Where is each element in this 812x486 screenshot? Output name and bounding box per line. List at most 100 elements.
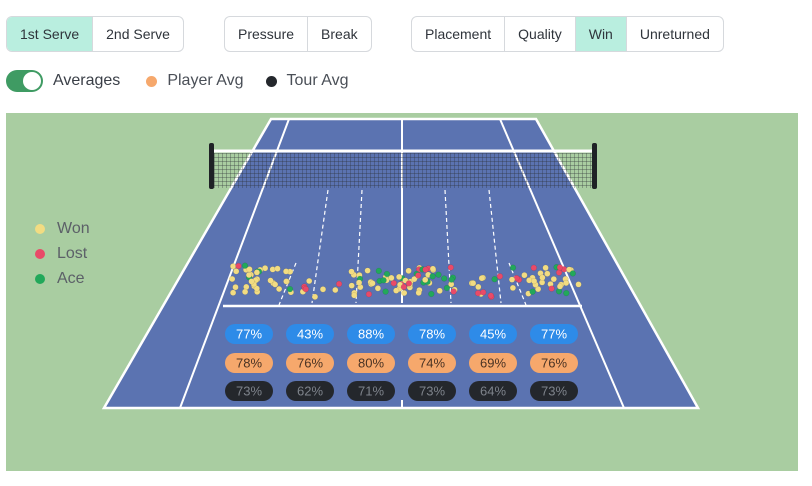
court-view: 77% 78% 73% 43% 76% 62% 88% 80% 71% 78% 74% 73% 45% 6… (6, 113, 798, 471)
shot-ace (429, 273, 436, 280)
zone-win-badge (469, 324, 517, 344)
zone-win-badge (530, 324, 578, 344)
zone-tour-avg-badge (530, 381, 578, 401)
shot-won (232, 284, 239, 291)
lost-dot (35, 249, 45, 259)
zone-player-avg-badge (530, 353, 578, 373)
shot-won (364, 267, 371, 274)
zone-win-value: 45% (480, 327, 506, 342)
zone-tour-avg-value: 64% (480, 384, 506, 399)
shot-ace (435, 271, 442, 278)
tab-win[interactable]: Win (575, 17, 627, 51)
zone-tour-avg-badge (286, 381, 334, 401)
shot-markers (229, 262, 582, 300)
shot-lost (487, 292, 494, 299)
zone-win-value: 77% (236, 327, 262, 342)
shot-won (229, 263, 237, 270)
zone-tour-avg-badge (469, 381, 517, 401)
shot-ace (382, 288, 389, 295)
net-post-right (592, 143, 597, 189)
shot-won (248, 278, 255, 285)
shot-lost (555, 269, 563, 276)
averages-label: Averages (53, 72, 121, 89)
tennis-net (212, 153, 594, 188)
lost-label: Lost (57, 245, 88, 262)
shot-won (253, 269, 261, 276)
shot-ace (428, 290, 435, 298)
shot-won (355, 279, 363, 286)
tab-break[interactable]: Break (321, 26, 358, 42)
shot-won (283, 278, 290, 285)
shot-won (267, 277, 274, 284)
player-avg-dot (146, 75, 158, 87)
legend-ace: Ace (35, 270, 85, 288)
shot-won (436, 287, 443, 294)
shot-ace (569, 270, 576, 277)
shot-lost (390, 279, 397, 287)
shot-lost (235, 262, 242, 270)
won-label: Won (57, 220, 90, 237)
tab-2nd-serve[interactable]: 2nd Serve (106, 26, 170, 42)
shot-won (575, 281, 582, 288)
shot-won (271, 281, 279, 288)
metric-selector: Placement Quality Win Unreturned (411, 16, 724, 52)
shot-ace (241, 262, 249, 269)
zone-tour-avg-badge (225, 381, 273, 401)
shot-lost (415, 272, 422, 279)
situation-selector: Pressure Break (224, 16, 372, 52)
shot-won (229, 275, 236, 283)
zone-stats: 77% 78% 73% 43% 76% 62% 88% 80% 71% 78% 74% 73% 45% 6… (225, 324, 578, 401)
shot-won (469, 280, 477, 287)
shot-ace (443, 284, 451, 292)
zone-win-value: 77% (541, 327, 567, 342)
tab-unreturned[interactable]: Unreturned (639, 26, 710, 42)
tab-placement[interactable]: Placement (412, 17, 506, 51)
zone-tour-avg-value: 71% (358, 384, 384, 399)
court-graphic: 77% 78% 73% 43% 76% 62% 88% 80% 71% 78% 74% 73% 45% 6… (101, 117, 701, 410)
shot-lost (422, 266, 429, 273)
tab-pressure[interactable]: Pressure (225, 17, 309, 51)
serve-selector: 1st Serve 2nd Serve (6, 16, 184, 52)
shot-ace (441, 275, 448, 282)
zone-player-avg-badge (286, 353, 334, 373)
shot-ace (448, 276, 455, 283)
zone-player-avg-value: 80% (358, 356, 384, 371)
zone-player-avg-value: 74% (419, 356, 445, 371)
tour-avg-dot (265, 75, 277, 87)
won-dot (35, 224, 45, 234)
shot-lost (365, 291, 373, 298)
tab-quality[interactable]: Quality (505, 17, 576, 51)
zone-tour-avg-badge (347, 381, 395, 401)
zone-win-value: 78% (419, 327, 445, 342)
averages-toggle[interactable] (6, 70, 43, 92)
legend-won: Won (35, 220, 90, 238)
zone-tour-avg-value: 73% (419, 384, 445, 399)
shot-won (348, 282, 355, 289)
shot-lost (496, 273, 504, 280)
zone-win-badge (286, 324, 334, 344)
shot-lost (548, 285, 555, 292)
shot-won (411, 275, 418, 283)
zone-player-avg-value: 69% (480, 356, 506, 371)
shot-lost (556, 264, 564, 271)
tour-avg-label: Tour Avg (286, 72, 349, 89)
tab-1st-serve[interactable]: 1st Serve (7, 17, 94, 51)
shot-won (233, 268, 240, 275)
ace-dot (35, 274, 45, 284)
zone-win-value: 88% (358, 327, 384, 342)
zone-player-avg-badge (347, 353, 395, 373)
shot-won (530, 277, 538, 285)
shot-won (274, 265, 281, 272)
shot-won (374, 285, 382, 292)
shot-ace (383, 270, 391, 278)
shot-won (229, 289, 237, 296)
shot-won (566, 266, 573, 273)
zone-player-avg-badge (408, 353, 456, 373)
shot-ace (529, 288, 536, 295)
shot-won (241, 288, 249, 295)
shot-ace (380, 277, 387, 284)
shot-won (275, 285, 283, 293)
shot-won (311, 293, 319, 300)
shot-won (478, 275, 485, 282)
zone-player-avg-badge (469, 353, 517, 373)
